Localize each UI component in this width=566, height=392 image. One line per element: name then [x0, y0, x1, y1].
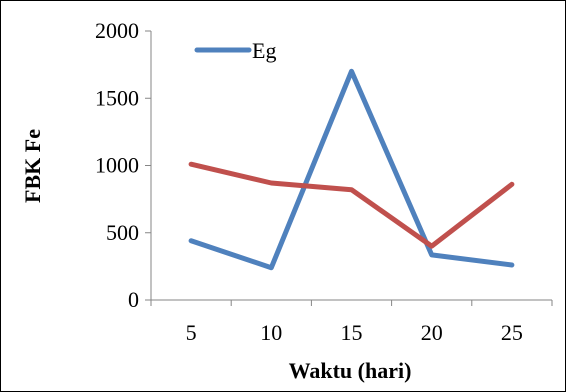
x-tick-labels: 5 10 15 20 25	[186, 320, 523, 345]
x-tick-label: 15	[341, 320, 363, 345]
y-tick-label: 1500	[95, 85, 139, 110]
legend: Eg	[194, 38, 276, 63]
x-tick-label: 5	[186, 320, 197, 345]
x-tick-label: 20	[421, 320, 443, 345]
axes	[145, 30, 553, 306]
y-tick-label: 500	[106, 220, 139, 245]
y-tick-labels: 0 500 1000 1500 2000	[95, 18, 139, 312]
series-line-eg	[188, 68, 515, 271]
y-tick-label: 0	[128, 287, 139, 312]
x-tick-label: 25	[501, 320, 523, 345]
x-tick-label: 10	[260, 320, 282, 345]
series-line-2	[188, 161, 515, 249]
x-axis-title: Waktu (hari)	[289, 358, 412, 383]
y-tick-label: 1000	[95, 153, 139, 178]
y-axis-title: FBK Fe	[20, 129, 45, 203]
legend-label-eg: Eg	[252, 38, 276, 63]
series-lines	[188, 68, 515, 271]
y-tick-label: 2000	[95, 18, 139, 43]
